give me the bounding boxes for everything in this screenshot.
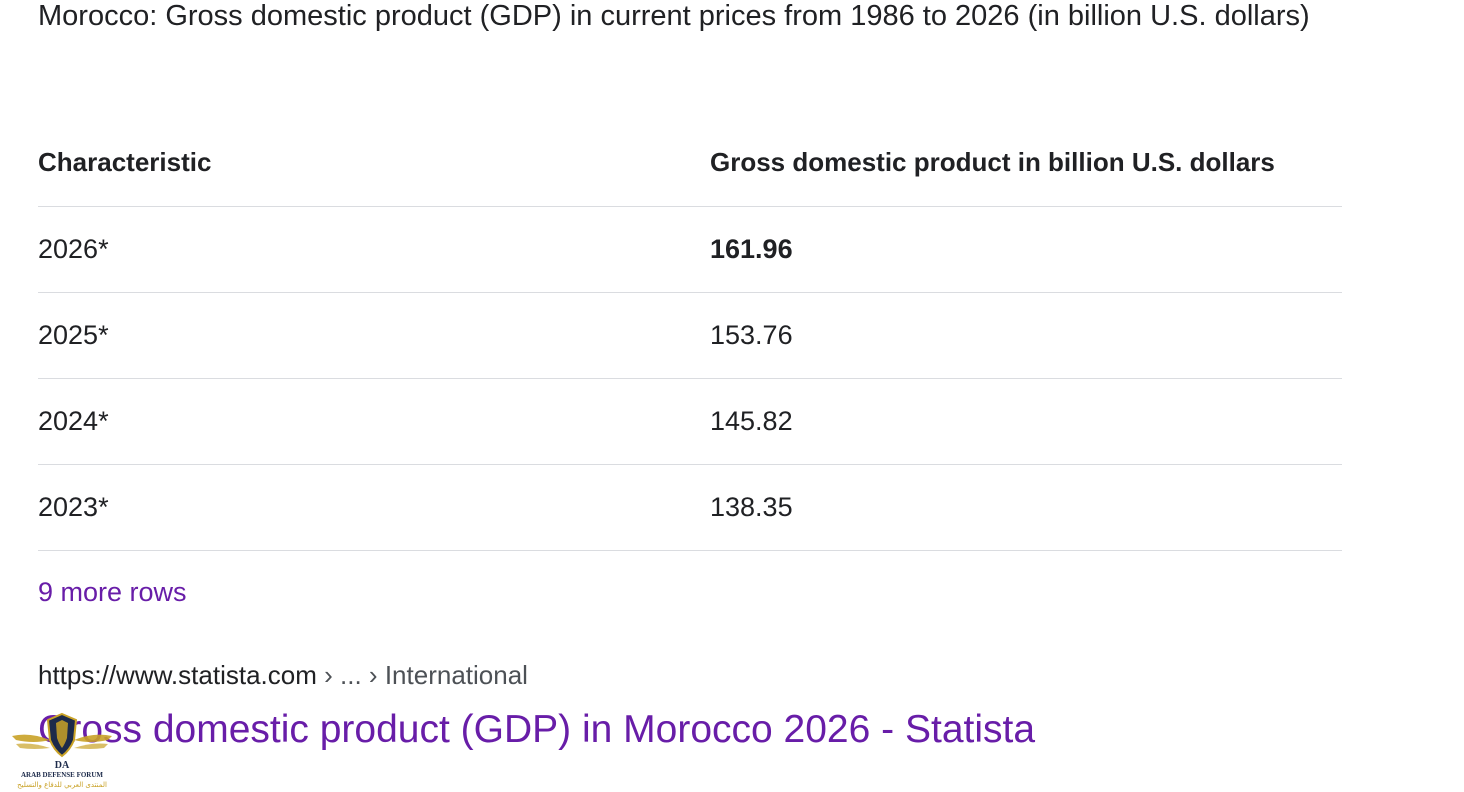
row-year: 2025* [38,320,109,350]
row-value: 145.82 [710,406,793,436]
row-value: 153.76 [710,320,793,350]
logo-text: ARAB DEFENSE FORUM [21,771,103,779]
table-row: 2025* 153.76 [38,293,1342,379]
row-year: 2024* [38,406,109,436]
column-header-characteristic: Characteristic [38,146,212,177]
table-row: 2023* 138.35 [38,465,1342,551]
featured-snippet-title: Morocco: Gross domestic product (GDP) in… [38,0,1310,32]
column-header-gdp: Gross domestic product in billion U.S. d… [710,146,1275,177]
row-value: 161.96 [710,234,793,264]
breadcrumb-separator: › [324,660,333,690]
logo-subtext: المنتدى العربي للدفاع والتسليح [17,781,107,789]
arab-defense-forum-logo: DA ARAB DEFENSE FORUM المنتدى العربي للد… [12,712,112,789]
result-breadcrumb[interactable]: https://www.statista.com › ... › Interna… [38,660,528,691]
breadcrumb-ellipsis: ... [340,660,362,690]
gdp-table: Characteristic Gross domestic product in… [38,118,1342,551]
table-row: 2024* 145.82 [38,379,1342,465]
table-row: 2026* 161.96 [38,207,1342,293]
table-header-row: Characteristic Gross domestic product in… [38,118,1342,207]
logo-letters: DA [55,760,70,771]
more-rows-link[interactable]: 9 more rows [38,577,187,607]
breadcrumb-section: International [384,660,528,690]
breadcrumb-url: https://www.statista.com [38,660,317,690]
breadcrumb-separator: › [368,660,378,690]
row-value: 138.35 [710,492,793,522]
row-year: 2023* [38,492,109,522]
result-title-link[interactable]: Gross domestic product (GDP) in Morocco … [38,708,1036,751]
row-year: 2026* [38,234,109,264]
